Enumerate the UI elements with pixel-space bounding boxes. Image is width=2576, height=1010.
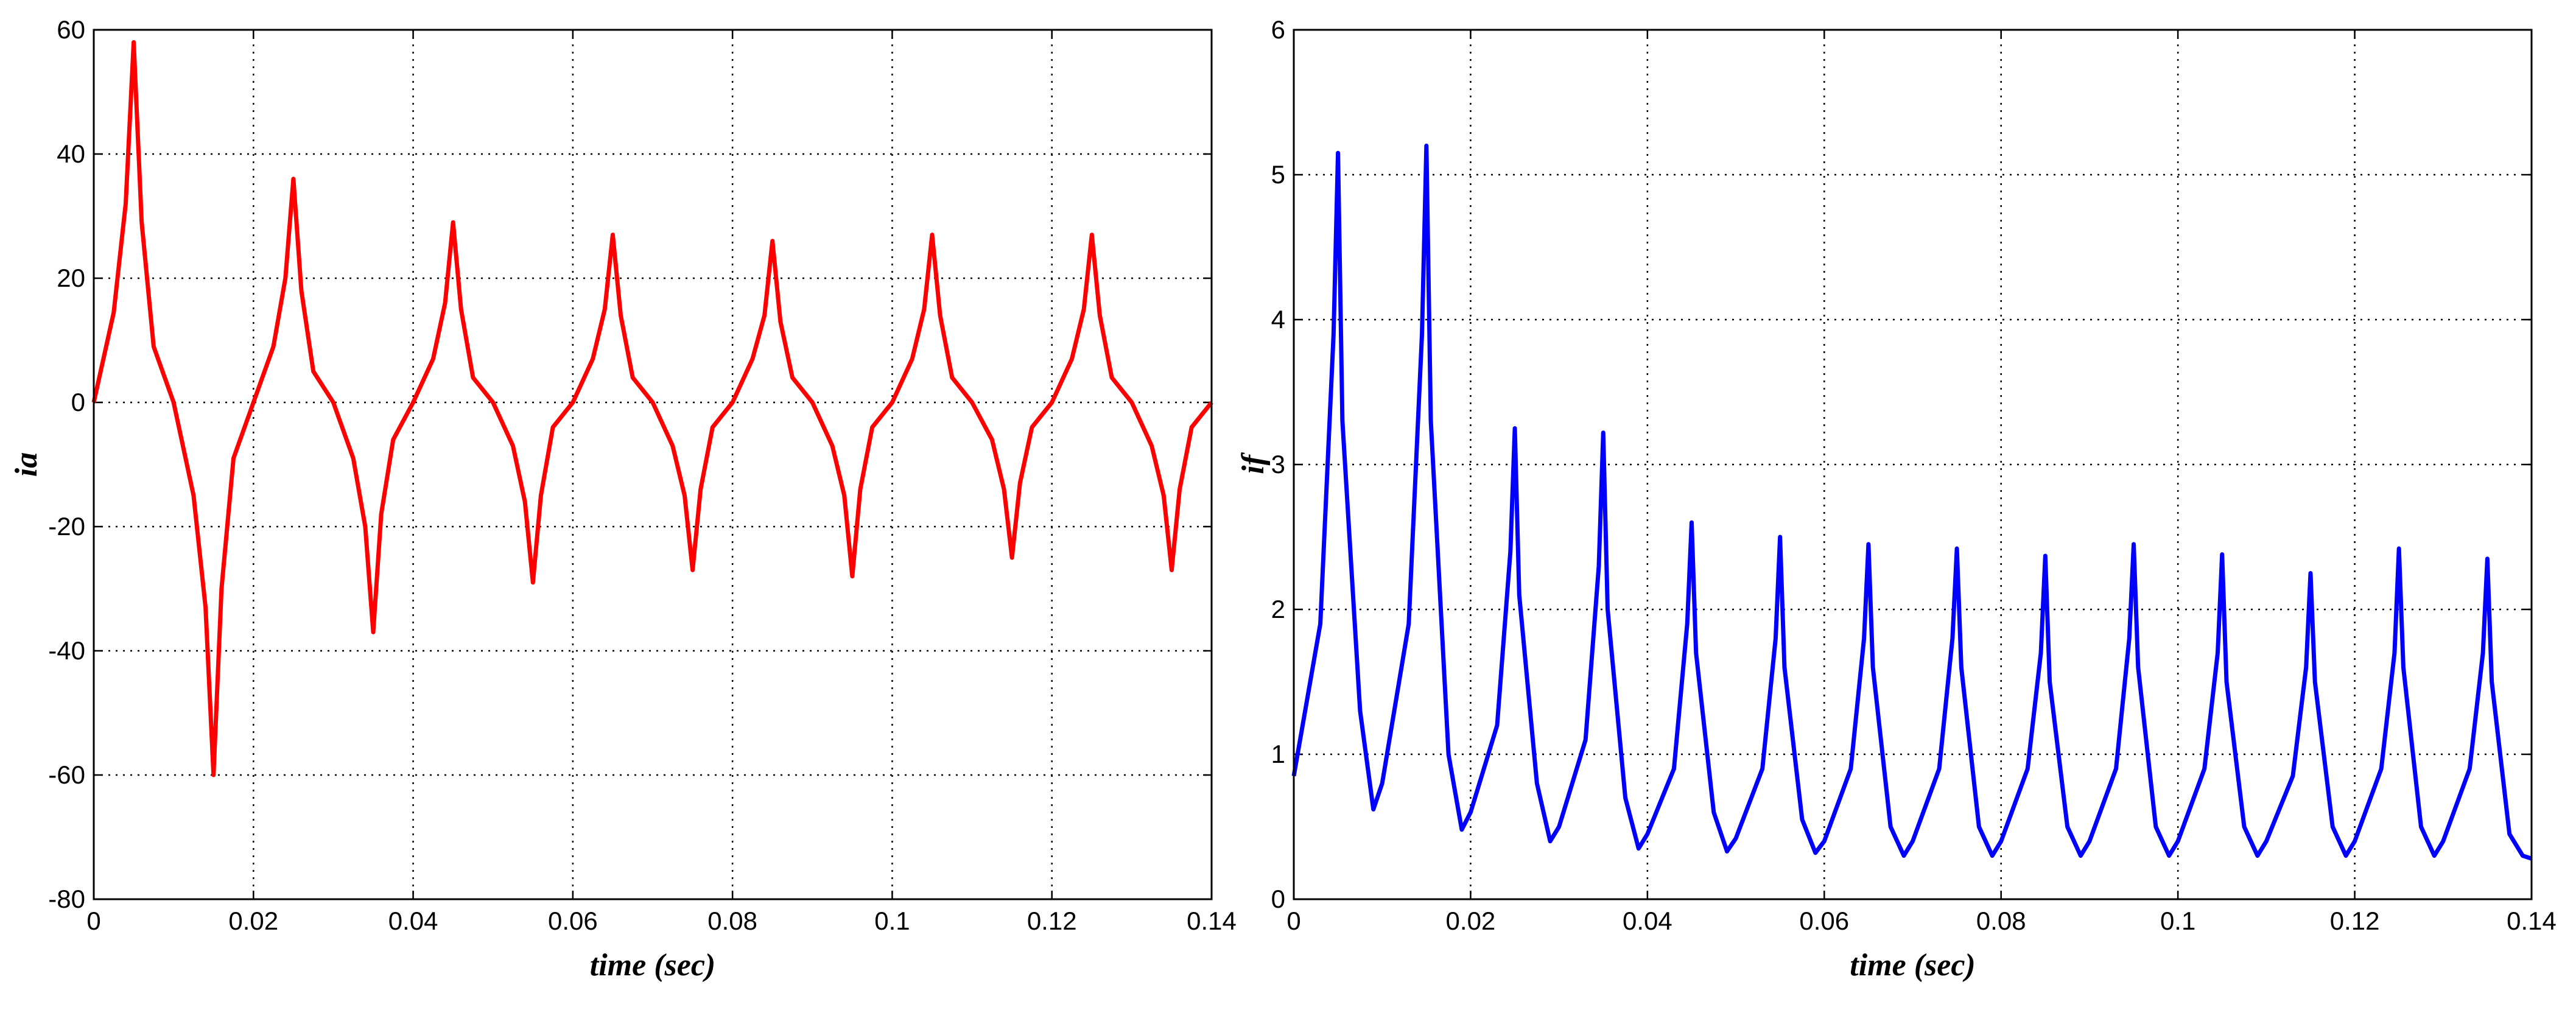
x-tick-label: 0.06 bbox=[1799, 907, 1849, 935]
axis-label: time (sec) bbox=[1850, 948, 1975, 983]
axis-label: ia bbox=[9, 452, 44, 477]
y-tick-label: 3 bbox=[1271, 450, 1285, 479]
y-tick-label: -20 bbox=[48, 512, 85, 541]
y-tick-label: 0 bbox=[1271, 885, 1285, 913]
y-tick-label: -40 bbox=[48, 636, 85, 665]
x-tick-label: 0.12 bbox=[1027, 907, 1077, 935]
y-tick-label: 40 bbox=[57, 139, 85, 168]
y-tick-label: 0 bbox=[71, 388, 85, 416]
chart-panel: -80 -60 -40 -20 0 20 40 60 0 0.02 0.04 0.06 0.08 0.1 0… bbox=[9, 15, 1237, 983]
x-tick-label: 0.08 bbox=[1976, 907, 2026, 935]
y-tick-label: 6 bbox=[1271, 15, 1285, 44]
data-line bbox=[91, 40, 1213, 777]
y-tick-label: 5 bbox=[1271, 160, 1285, 189]
x-tick-label: 0.06 bbox=[548, 907, 598, 935]
x-tick-label: 0.04 bbox=[1623, 907, 1672, 935]
x-tick-label: 0.14 bbox=[2507, 907, 2557, 935]
x-tick-label: 0.14 bbox=[1187, 907, 1237, 935]
x-tick-label: 0.02 bbox=[1446, 907, 1496, 935]
x-tick-label: 0.1 bbox=[874, 907, 910, 935]
y-tick-label: 20 bbox=[57, 264, 85, 292]
plot-area bbox=[94, 30, 1212, 899]
axis-label: time (sec) bbox=[590, 948, 715, 983]
x-tick-label: 0.02 bbox=[228, 907, 278, 935]
x-tick-label: 0.12 bbox=[2330, 907, 2380, 935]
x-tick-label: 0.08 bbox=[707, 907, 757, 935]
x-tick-label: 0 bbox=[1286, 907, 1300, 935]
plot-frame bbox=[93, 29, 1213, 900]
axis-label: if bbox=[1236, 452, 1271, 474]
x-tick-label: 0.1 bbox=[2160, 907, 2195, 935]
chart-panel: 0 1 2 3 4 5 6 0 0.02 0.04 0.06 0.08 0.1 0.12 0.14 time … bbox=[1236, 15, 2557, 983]
y-tick-label: -60 bbox=[48, 760, 85, 789]
y-tick-label: 60 bbox=[57, 15, 85, 44]
y-tick-label: -80 bbox=[48, 885, 85, 913]
y-tick-label: 2 bbox=[1271, 595, 1285, 623]
x-tick-label: 0 bbox=[86, 907, 100, 935]
y-tick-label: 4 bbox=[1271, 305, 1285, 334]
plot-frame bbox=[1293, 29, 2533, 900]
y-tick-label: 1 bbox=[1271, 740, 1285, 768]
x-tick-label: 0.04 bbox=[388, 907, 438, 935]
data-line bbox=[1291, 143, 2533, 861]
